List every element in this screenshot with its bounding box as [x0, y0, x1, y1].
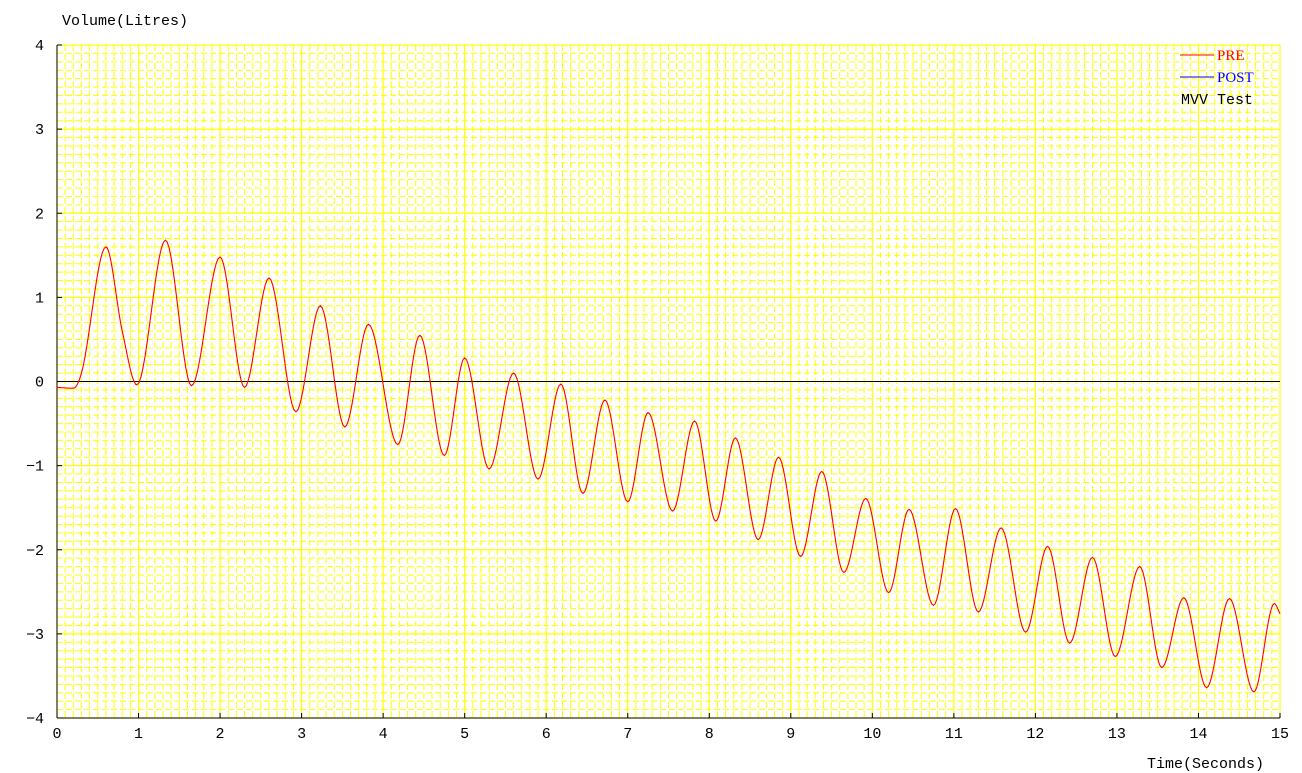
legend-pre-label: PRE	[1217, 48, 1245, 64]
y-tick-label: 1	[35, 290, 44, 307]
y-tick-label: −3	[26, 627, 44, 644]
y-tick-label: −1	[26, 459, 44, 476]
x-tick-label: 4	[379, 726, 388, 743]
x-tick-label: 9	[786, 726, 795, 743]
series-line-pre	[56, 239, 1281, 693]
y-tick-label: 0	[35, 375, 44, 392]
y-tick-label: −2	[26, 543, 44, 560]
axes	[56, 44, 1281, 719]
y-axis-label: Volume(Litres)	[62, 13, 188, 30]
legend: PRE POST MVV Test	[1180, 48, 1254, 109]
x-tick-label: 10	[863, 726, 881, 743]
x-tick-label: 1	[134, 726, 143, 743]
x-axis-label: Time(Seconds)	[1147, 756, 1264, 773]
x-tick-label: 2	[216, 726, 225, 743]
y-tick-label: −4	[26, 711, 44, 728]
x-tick-label: 5	[460, 726, 469, 743]
x-tick-label: 15	[1271, 726, 1289, 743]
x-tick-label: 8	[705, 726, 714, 743]
x-tick-label: 7	[623, 726, 632, 743]
y-tick-label: 3	[35, 122, 44, 139]
series-layer	[56, 239, 1281, 693]
annotation-mvv-test: MVV Test	[1181, 92, 1253, 109]
x-tick-label: 14	[1189, 726, 1207, 743]
x-tick-label: 13	[1108, 726, 1126, 743]
x-tick-label: 12	[1026, 726, 1044, 743]
x-tick-label: 0	[52, 726, 61, 743]
x-tick-label: 3	[297, 726, 306, 743]
x-tick-label: 6	[542, 726, 551, 743]
legend-post-label: POST	[1217, 70, 1254, 86]
x-tick-label: 11	[945, 726, 963, 743]
y-tick-label: 4	[35, 38, 44, 55]
y-tick-label: 2	[35, 206, 44, 223]
